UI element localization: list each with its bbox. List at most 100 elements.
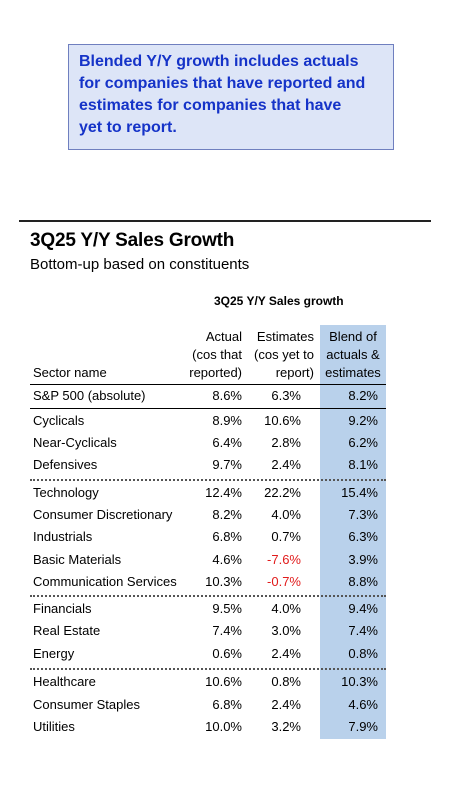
sector-name-cell: Cyclicals <box>33 413 85 428</box>
actual-cell: 6.4% <box>212 435 242 450</box>
blend-cell: 15.4% <box>341 485 378 500</box>
blend-cell: 9.2% <box>348 413 378 428</box>
group-divider <box>30 479 386 481</box>
blend-cell: 0.8% <box>348 646 378 661</box>
table-row: Technology 12.4% 22.2% 15.4% <box>0 482 457 504</box>
page-title: 3Q25 Y/Y Sales Growth <box>30 230 235 251</box>
group-divider <box>30 668 386 670</box>
estimates-cell: 4.0% <box>271 601 301 616</box>
table-row: Healthcare 10.6% 0.8% 10.3% <box>0 671 457 693</box>
sector-name-cell: S&P 500 (absolute) <box>33 388 146 403</box>
blend-cell: 3.9% <box>348 552 378 567</box>
actual-cell: 8.9% <box>212 413 242 428</box>
actual-cell: 10.3% <box>205 574 242 589</box>
actual-cell: 4.6% <box>212 552 242 567</box>
sector-name-cell: Real Estate <box>33 623 101 638</box>
actual-cell: 9.5% <box>212 601 242 616</box>
callout-line: for companies that have reported and <box>79 75 366 92</box>
sector-name-cell: Defensives <box>33 457 98 472</box>
group-divider <box>30 408 386 409</box>
callout-box: Blended Y/Y growth includes actuals for … <box>68 44 394 150</box>
estimates-cell: 22.2% <box>264 485 301 500</box>
estimates-cell: 4.0% <box>271 507 301 522</box>
actual-cell: 12.4% <box>205 485 242 500</box>
estimates-cell: 10.6% <box>264 413 301 428</box>
sector-name-cell: Healthcare <box>33 674 96 689</box>
top-divider <box>19 220 431 222</box>
actual-cell: 9.7% <box>212 457 242 472</box>
table-row: Real Estate 7.4% 3.0% 7.4% <box>0 620 457 642</box>
sector-name-cell: Utilities <box>33 719 75 734</box>
table-row: Energy 0.6% 2.4% 0.8% <box>0 643 457 665</box>
table-row: Communication Services 10.3% -0.7% 8.8% <box>0 571 457 593</box>
blend-cell: 6.3% <box>348 529 378 544</box>
estimates-cell: 6.3% <box>271 388 301 403</box>
actual-cell: 6.8% <box>212 529 242 544</box>
sector-name-cell: Near-Cyclicals <box>33 435 117 450</box>
estimates-cell: 3.0% <box>271 623 301 638</box>
table-row: Industrials 6.8% 0.7% 6.3% <box>0 526 457 548</box>
table-row: Utilities 10.0% 3.2% 7.9% <box>0 716 457 738</box>
sector-name-cell: Technology <box>33 485 99 500</box>
table-row: Defensives 9.7% 2.4% 8.1% <box>0 454 457 476</box>
table-row: Consumer Staples 6.8% 2.4% 4.6% <box>0 694 457 716</box>
blend-cell: 6.2% <box>348 435 378 450</box>
header-divider <box>30 384 386 385</box>
sector-name-cell: Consumer Discretionary <box>33 507 173 522</box>
column-header-blend: Blend of actuals & estimates <box>320 328 386 382</box>
blend-cell: 8.8% <box>348 574 378 589</box>
header-line: estimates <box>325 365 381 380</box>
header-line: (cos yet to <box>254 347 314 362</box>
callout-line: Blended Y/Y growth includes actuals <box>79 53 359 70</box>
column-header-actual: Actual (cos that reported) <box>180 328 242 382</box>
blend-cell: 7.9% <box>348 719 378 734</box>
sector-name-cell: Consumer Staples <box>33 697 140 712</box>
estimates-cell: 2.4% <box>271 646 301 661</box>
header-line: Blend of <box>329 329 377 344</box>
sector-name-cell: Energy <box>33 646 75 661</box>
estimates-cell: -0.7% <box>267 574 301 589</box>
table-row: Consumer Discretionary 8.2% 4.0% 7.3% <box>0 504 457 526</box>
table-row: Financials 9.5% 4.0% 9.4% <box>0 598 457 620</box>
estimates-cell: 0.7% <box>271 529 301 544</box>
page-subtitle: Bottom-up based on constituents <box>30 256 250 273</box>
estimates-cell: -7.6% <box>267 552 301 567</box>
actual-cell: 8.6% <box>212 388 242 403</box>
table-group-header: 3Q25 Y/Y Sales growth <box>214 294 344 308</box>
sector-name-cell: Industrials <box>33 529 93 544</box>
estimates-cell: 2.4% <box>271 457 301 472</box>
sector-name-cell: Basic Materials <box>33 552 122 567</box>
estimates-cell: 2.4% <box>271 697 301 712</box>
header-line: (cos that <box>192 347 242 362</box>
column-header-estimates: Estimates (cos yet to report) <box>248 328 314 382</box>
sector-name-cell: Financials <box>33 601 92 616</box>
actual-cell: 7.4% <box>212 623 242 638</box>
actual-cell: 6.8% <box>212 697 242 712</box>
blend-cell: 4.6% <box>348 697 378 712</box>
blend-cell: 7.4% <box>348 623 378 638</box>
column-header-sector: Sector name <box>33 365 107 380</box>
table-row: Near-Cyclicals 6.4% 2.8% 6.2% <box>0 432 457 454</box>
estimates-cell: 0.8% <box>271 674 301 689</box>
blend-column-highlight <box>320 325 386 739</box>
header-line: report) <box>275 365 314 380</box>
actual-cell: 0.6% <box>212 646 242 661</box>
table-row: Cyclicals 8.9% 10.6% 9.2% <box>0 410 457 432</box>
blend-cell: 10.3% <box>341 674 378 689</box>
actual-cell: 10.0% <box>205 719 242 734</box>
blend-cell: 9.4% <box>348 601 378 616</box>
header-line: actuals & <box>326 347 380 362</box>
estimates-cell: 3.2% <box>271 719 301 734</box>
blend-cell: 7.3% <box>348 507 378 522</box>
blend-cell: 8.2% <box>348 388 378 403</box>
blend-cell: 8.1% <box>348 457 378 472</box>
header-line: Estimates <box>256 329 314 344</box>
group-divider <box>30 595 386 597</box>
callout-line: yet to report. <box>79 119 177 136</box>
actual-cell: 10.6% <box>205 674 242 689</box>
sector-name-cell: Communication Services <box>33 574 177 589</box>
header-line: Actual <box>205 329 242 344</box>
estimates-cell: 2.8% <box>271 435 301 450</box>
callout-line: estimates for companies that have <box>79 97 342 114</box>
table-row: Basic Materials 4.6% -7.6% 3.9% <box>0 549 457 571</box>
